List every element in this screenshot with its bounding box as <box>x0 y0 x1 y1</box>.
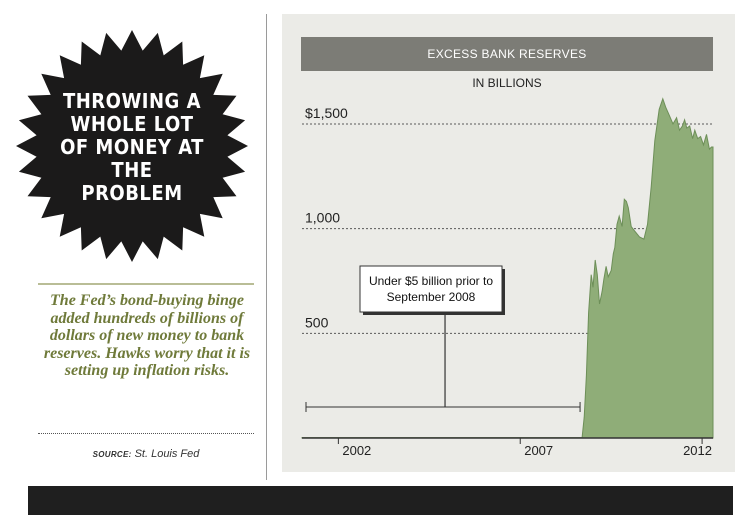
callout-box <box>359 265 503 313</box>
column-separator <box>266 14 267 480</box>
x-tick-label: 2007 <box>524 443 553 458</box>
y-tick-label: 1,000 <box>305 210 340 226</box>
x-tick-label: 2012 <box>683 443 712 458</box>
chart-subtitle: IN BILLIONS <box>472 76 542 90</box>
callout-text: Under $5 billion prior to <box>369 274 493 288</box>
reserves-area <box>301 97 714 439</box>
starburst-badge <box>16 30 248 262</box>
source-label: SOURCE: <box>92 450 132 459</box>
headline-burst: Throwing a whole lot of money at the pro… <box>8 28 256 264</box>
y-tick-label: 500 <box>305 314 329 330</box>
source-line: SOURCE: St. Louis Fed <box>38 448 254 460</box>
starburst-shape <box>16 30 248 262</box>
y-tick-label: $1,500 <box>305 105 348 121</box>
dotted-divider <box>38 433 254 434</box>
x-tick-label: 2002 <box>342 443 371 458</box>
callout-text: September 2008 <box>387 290 476 304</box>
chart-title: EXCESS BANK RESERVES <box>301 37 713 71</box>
source-text: St. Louis Fed <box>134 448 200 460</box>
footer-bar <box>28 486 733 515</box>
caption-text: The Fed’s bond-buying binge added hundre… <box>43 292 251 379</box>
headline-title: Throwing a whole lot of money at the pro… <box>60 89 204 205</box>
divider <box>38 283 254 285</box>
